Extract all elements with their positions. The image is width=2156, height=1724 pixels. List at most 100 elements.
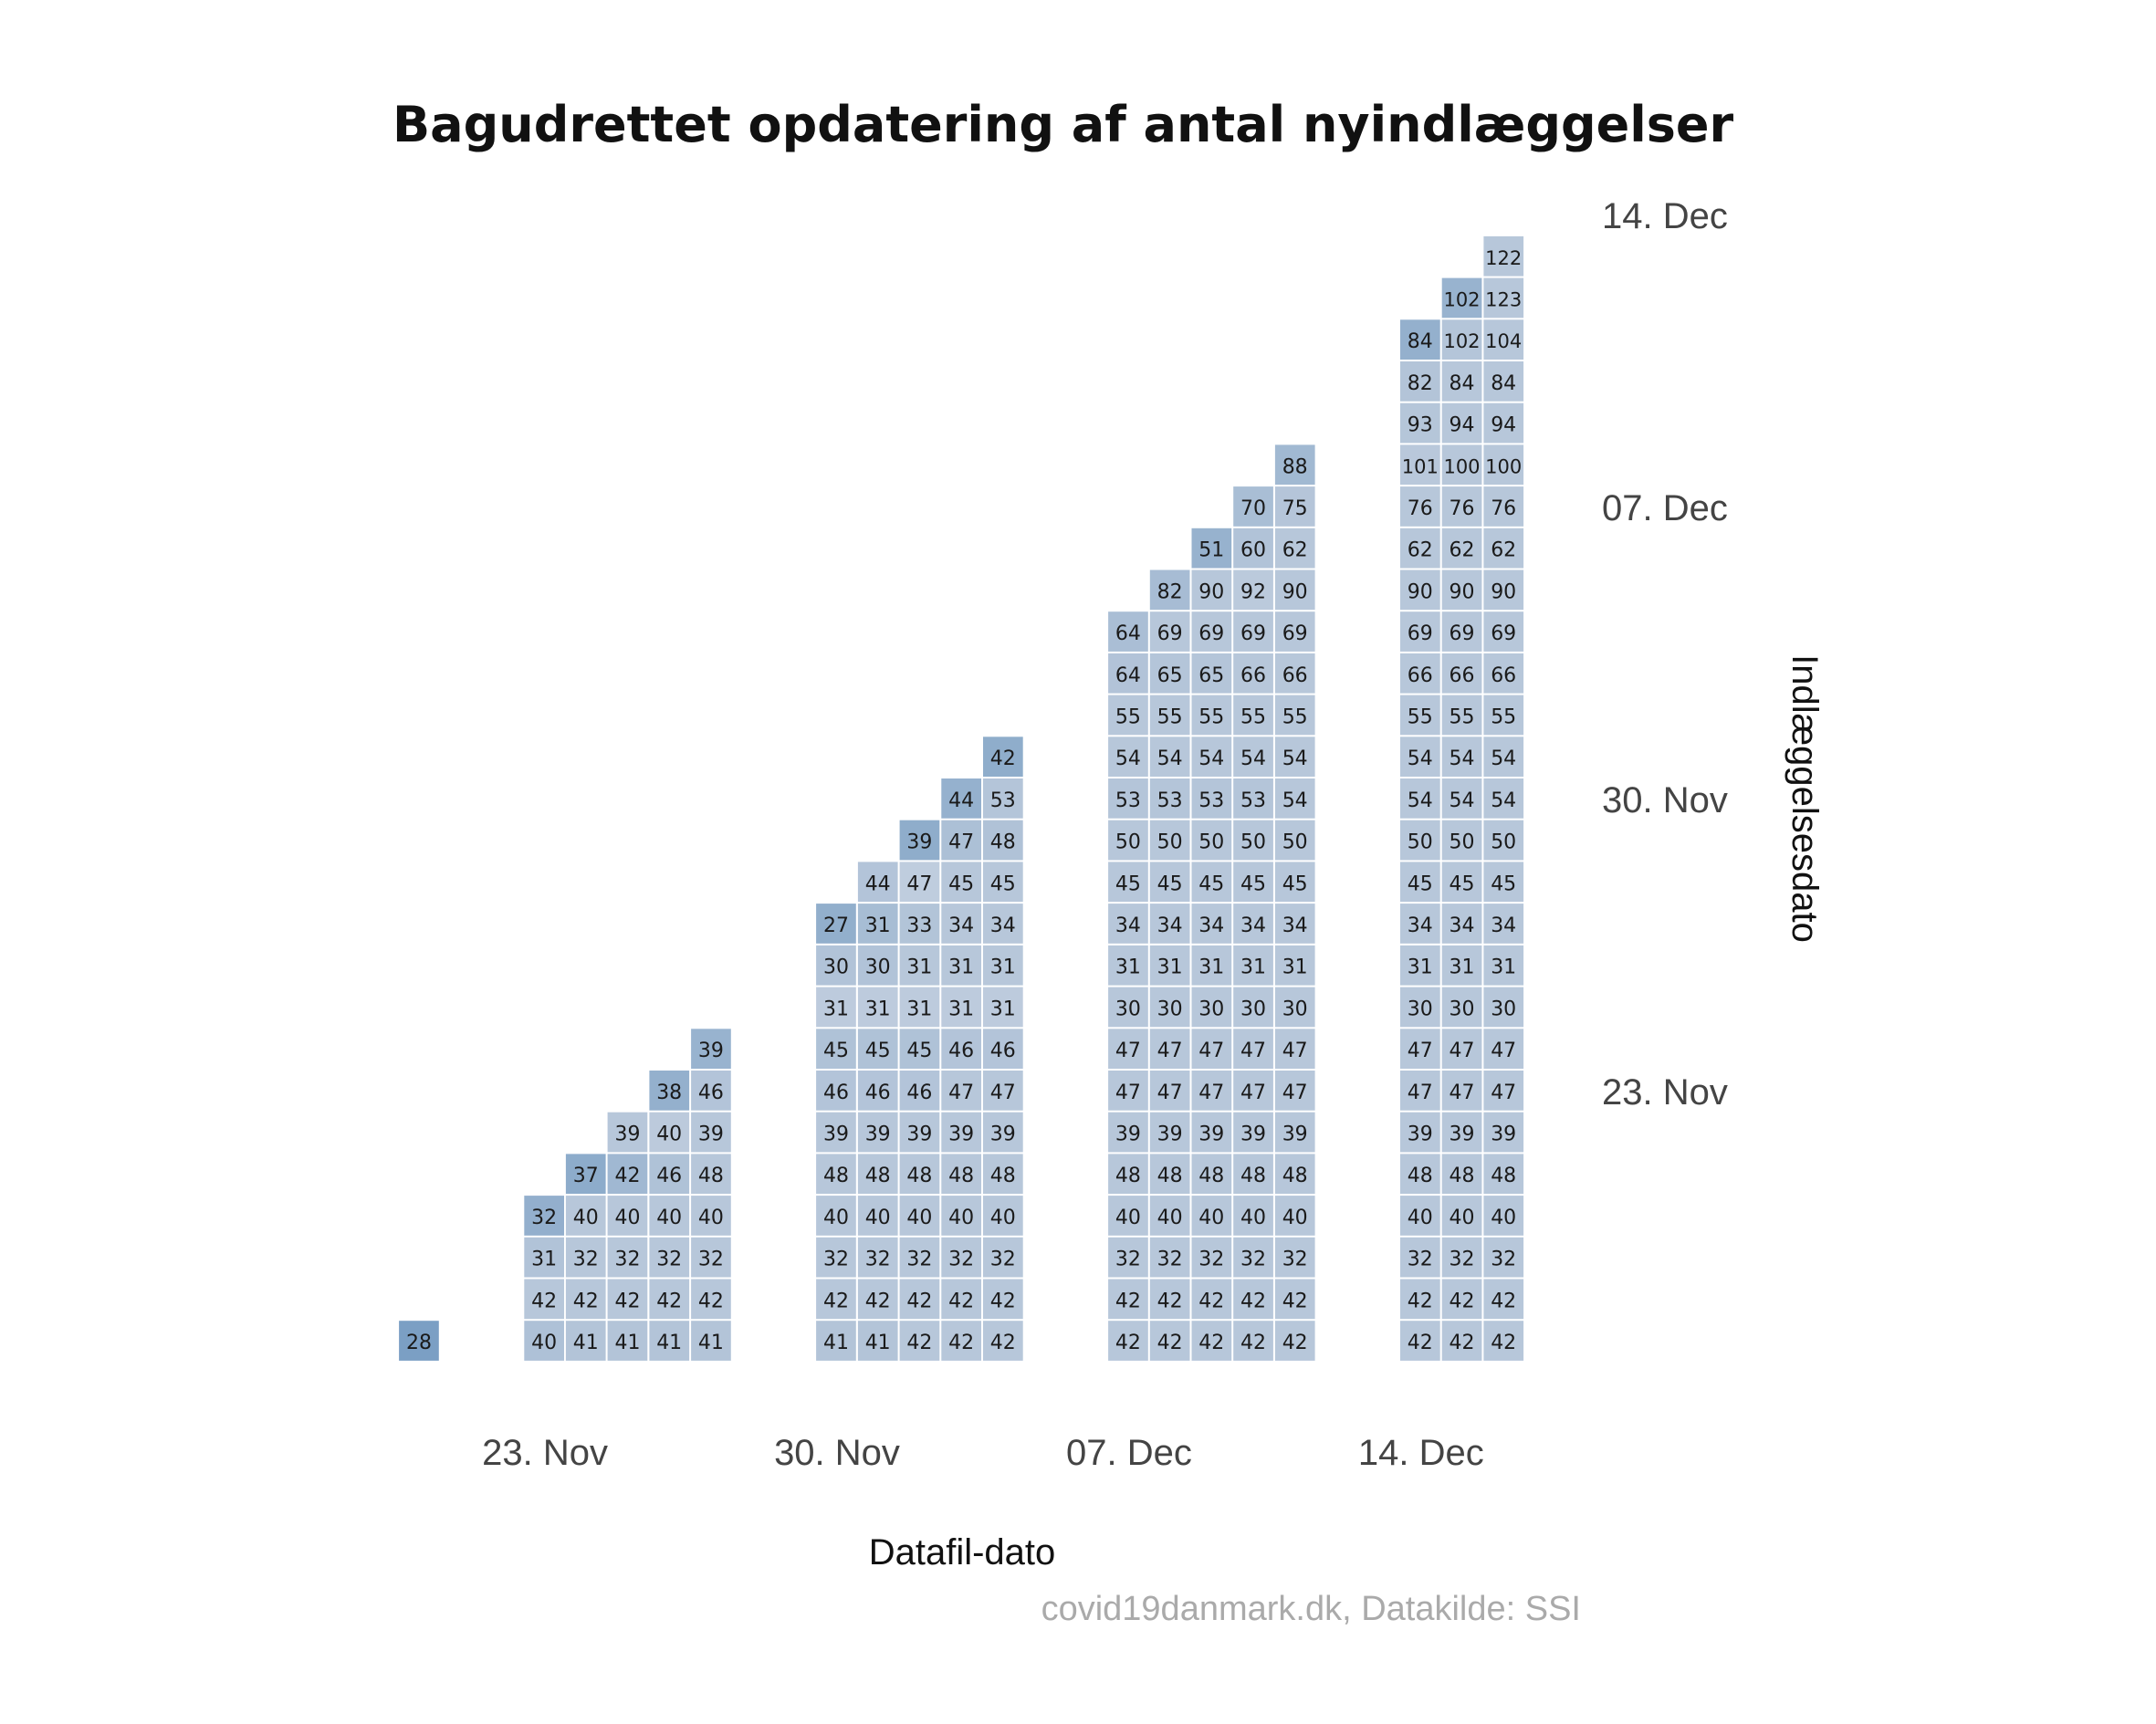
chart-caption: covid19danmark.dk, Datakilde: SSI	[1041, 1590, 1581, 1628]
cell-value-label: 30	[1157, 998, 1183, 1020]
heatmap-cell	[1191, 611, 1232, 652]
cell-value-label: 66	[1408, 664, 1433, 687]
cell-value-label: 88	[1282, 455, 1308, 478]
y-axis-label: Indlæggelsesdato	[1784, 654, 1825, 943]
cell-value-label: 32	[698, 1249, 724, 1271]
cell-value-label: 31	[865, 998, 891, 1020]
cell-value-label: 90	[1198, 580, 1224, 603]
cell-value-label: 42	[1408, 1332, 1433, 1354]
heatmap-cell	[691, 1196, 731, 1236]
heatmap-cell	[1400, 653, 1440, 694]
cell-value-label: 47	[1240, 1081, 1266, 1104]
heatmap-cell	[899, 1279, 940, 1320]
cell-value-label: 42	[865, 1290, 891, 1312]
cell-value-label: 47	[1450, 1040, 1475, 1062]
heatmap-cell	[649, 1154, 690, 1195]
cell-value-label: 32	[573, 1249, 599, 1271]
cell-value-label: 42	[656, 1290, 682, 1312]
heatmap-cell	[1441, 820, 1482, 861]
cell-value-label: 34	[1450, 914, 1475, 937]
heatmap-cell	[1400, 486, 1440, 527]
heatmap-cell	[899, 1237, 940, 1278]
cell-value-label: 46	[990, 1040, 1016, 1062]
heatmap-cell	[1483, 361, 1524, 402]
heatmap-cell	[1483, 695, 1524, 736]
heatmap-cell	[1191, 904, 1232, 944]
heatmap-cell	[1441, 1279, 1482, 1320]
cell-value-label: 40	[698, 1207, 724, 1229]
cell-value-label: 64	[1115, 622, 1141, 645]
heatmap-cell	[941, 1321, 981, 1361]
cell-value-label: 32	[948, 1249, 974, 1271]
cell-value-label: 39	[1157, 1123, 1183, 1146]
heatmap-cell	[1108, 1237, 1148, 1278]
y-tick-label: 30. Nov	[1602, 780, 1728, 820]
heatmap-cell	[1274, 820, 1315, 861]
cell-value-label: 42	[1115, 1290, 1141, 1312]
cell-value-label: 47	[1282, 1081, 1308, 1104]
cell-value-label: 48	[1198, 1165, 1224, 1187]
cell-value-label: 31	[1198, 956, 1224, 979]
heatmap-cell	[1441, 1071, 1482, 1111]
cell-value-label: 48	[1450, 1165, 1475, 1187]
heatmap-cell	[1149, 695, 1190, 736]
cell-value-label: 54	[1240, 747, 1266, 770]
heatmap-cell	[1191, 1237, 1232, 1278]
heatmap-cell	[899, 945, 940, 986]
cell-value-label: 47	[948, 1081, 974, 1104]
heatmap-cell	[1233, 528, 1273, 569]
heatmap-cell	[816, 1237, 856, 1278]
heatmap-cell	[1400, 402, 1440, 444]
heatmap-cell	[1149, 778, 1190, 819]
cell-value-label: 47	[1491, 1081, 1516, 1104]
cell-value-label: 65	[1157, 664, 1183, 687]
cell-value-label: 123	[1485, 289, 1522, 311]
heatmap-cell	[1274, 695, 1315, 736]
cell-value-label: 47	[1198, 1081, 1224, 1104]
heatmap-cell	[1400, 1154, 1440, 1195]
cell-value-label: 94	[1491, 414, 1516, 437]
heatmap-cell	[1274, 1237, 1315, 1278]
heatmap-cell	[1191, 1279, 1232, 1320]
cell-value-label: 54	[1450, 747, 1475, 770]
heatmap-cell	[1274, 444, 1315, 486]
heatmap-cell	[649, 1279, 690, 1320]
heatmap-cell	[816, 1071, 856, 1111]
cell-value-label: 45	[948, 872, 974, 895]
cell-value-label: 34	[1115, 914, 1141, 937]
heatmap-cell	[857, 862, 898, 903]
cell-value-label: 37	[573, 1165, 599, 1187]
heatmap-cell	[1400, 1321, 1440, 1361]
heatmap-cell	[1441, 1237, 1482, 1278]
cell-value-label: 32	[1491, 1249, 1516, 1271]
cell-value-label: 44	[948, 789, 974, 812]
heatmap-cell	[1233, 1279, 1273, 1320]
cell-value-label: 101	[1402, 455, 1439, 477]
cell-value-label: 45	[1157, 872, 1183, 895]
heatmap-cell	[524, 1196, 564, 1236]
heatmap-cell	[1233, 653, 1273, 694]
cell-value-label: 62	[1491, 539, 1516, 562]
cell-value-label: 53	[1198, 789, 1224, 812]
heatmap-cell	[1191, 569, 1232, 611]
cell-value-label: 40	[1450, 1207, 1475, 1229]
heatmap-cell	[1149, 1112, 1190, 1153]
heatmap-cell	[1191, 1196, 1232, 1236]
heatmap-cell	[1483, 820, 1524, 861]
heatmap-cell	[1274, 1071, 1315, 1111]
cell-value-label: 32	[1240, 1249, 1266, 1271]
heatmap-cell	[941, 1154, 981, 1195]
heatmap-cell	[1400, 611, 1440, 652]
heatmap-cell	[983, 737, 1023, 777]
cell-value-label: 45	[1282, 872, 1308, 895]
heatmap-cell	[1233, 1196, 1273, 1236]
heatmap-cell	[1108, 862, 1148, 903]
cell-value-label: 40	[1198, 1207, 1224, 1229]
cell-value-label: 94	[1450, 414, 1475, 437]
cell-value-label: 55	[1240, 706, 1266, 729]
heatmap-cell	[1274, 569, 1315, 611]
cell-value-label: 47	[1115, 1081, 1141, 1104]
cell-value-label: 54	[1198, 747, 1224, 770]
heatmap-cell	[1441, 361, 1482, 402]
